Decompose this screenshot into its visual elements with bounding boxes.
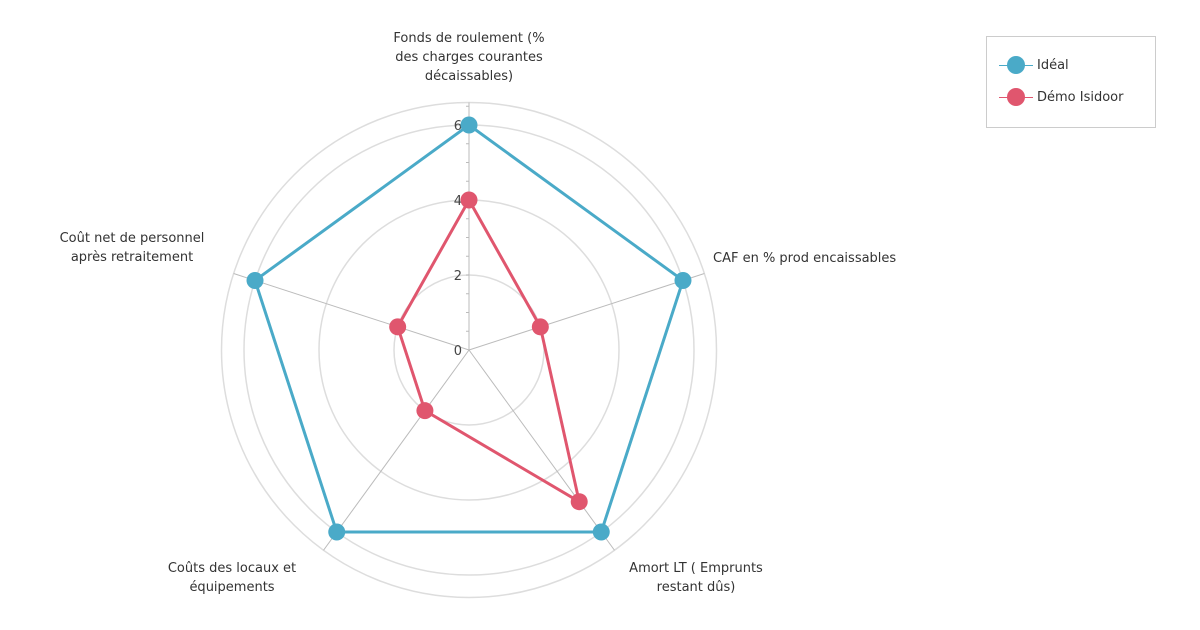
- legend-item-ideal[interactable]: Idéal: [999, 55, 1069, 75]
- axis-label: Coût net de personnel: [60, 231, 205, 246]
- series-line-0: [253, 123, 685, 534]
- data-point: [328, 523, 346, 541]
- series-line-1: [396, 196, 582, 505]
- axis-label: équipements: [189, 580, 274, 595]
- axis-label: décaissables): [425, 69, 513, 84]
- axis-label: Amort LT ( Emprunts: [629, 561, 763, 576]
- axis-label: après retraitement: [71, 250, 193, 265]
- data-point: [246, 271, 264, 289]
- axis-spoke: [468, 273, 705, 351]
- axis-label: restant dûs): [657, 580, 736, 595]
- axis-label: Coûts des locaux et: [168, 561, 296, 576]
- data-point: [389, 318, 407, 336]
- axis-spoke: [468, 349, 615, 551]
- tick-label: 4: [454, 194, 462, 209]
- tick-label: 0: [454, 344, 462, 359]
- legend-marker-icon: [999, 87, 1033, 107]
- legend-item-demo-isidoor[interactable]: Démo Isidoor: [999, 87, 1123, 107]
- axis-label: des charges courantes: [395, 50, 543, 65]
- legend-label: Démo Isidoor: [1037, 89, 1124, 105]
- tick-label: 2: [454, 269, 462, 284]
- tick-label: 6: [454, 119, 462, 134]
- axis-label: Fonds de roulement (%: [393, 31, 544, 46]
- axis-spoke: [323, 349, 470, 551]
- data-point: [460, 191, 478, 209]
- data-point: [416, 402, 434, 420]
- legend-marker-icon: [999, 55, 1033, 75]
- legend-label: Idéal: [1037, 57, 1069, 73]
- data-point: [592, 523, 610, 541]
- data-point: [531, 318, 549, 336]
- data-point: [674, 271, 692, 289]
- axis-spoke: [233, 273, 470, 351]
- data-point: [460, 116, 478, 134]
- axis-label: CAF en % prod encaissables: [713, 251, 896, 266]
- legend: Idéal Démo Isidoor: [986, 36, 1156, 128]
- data-point: [570, 493, 588, 511]
